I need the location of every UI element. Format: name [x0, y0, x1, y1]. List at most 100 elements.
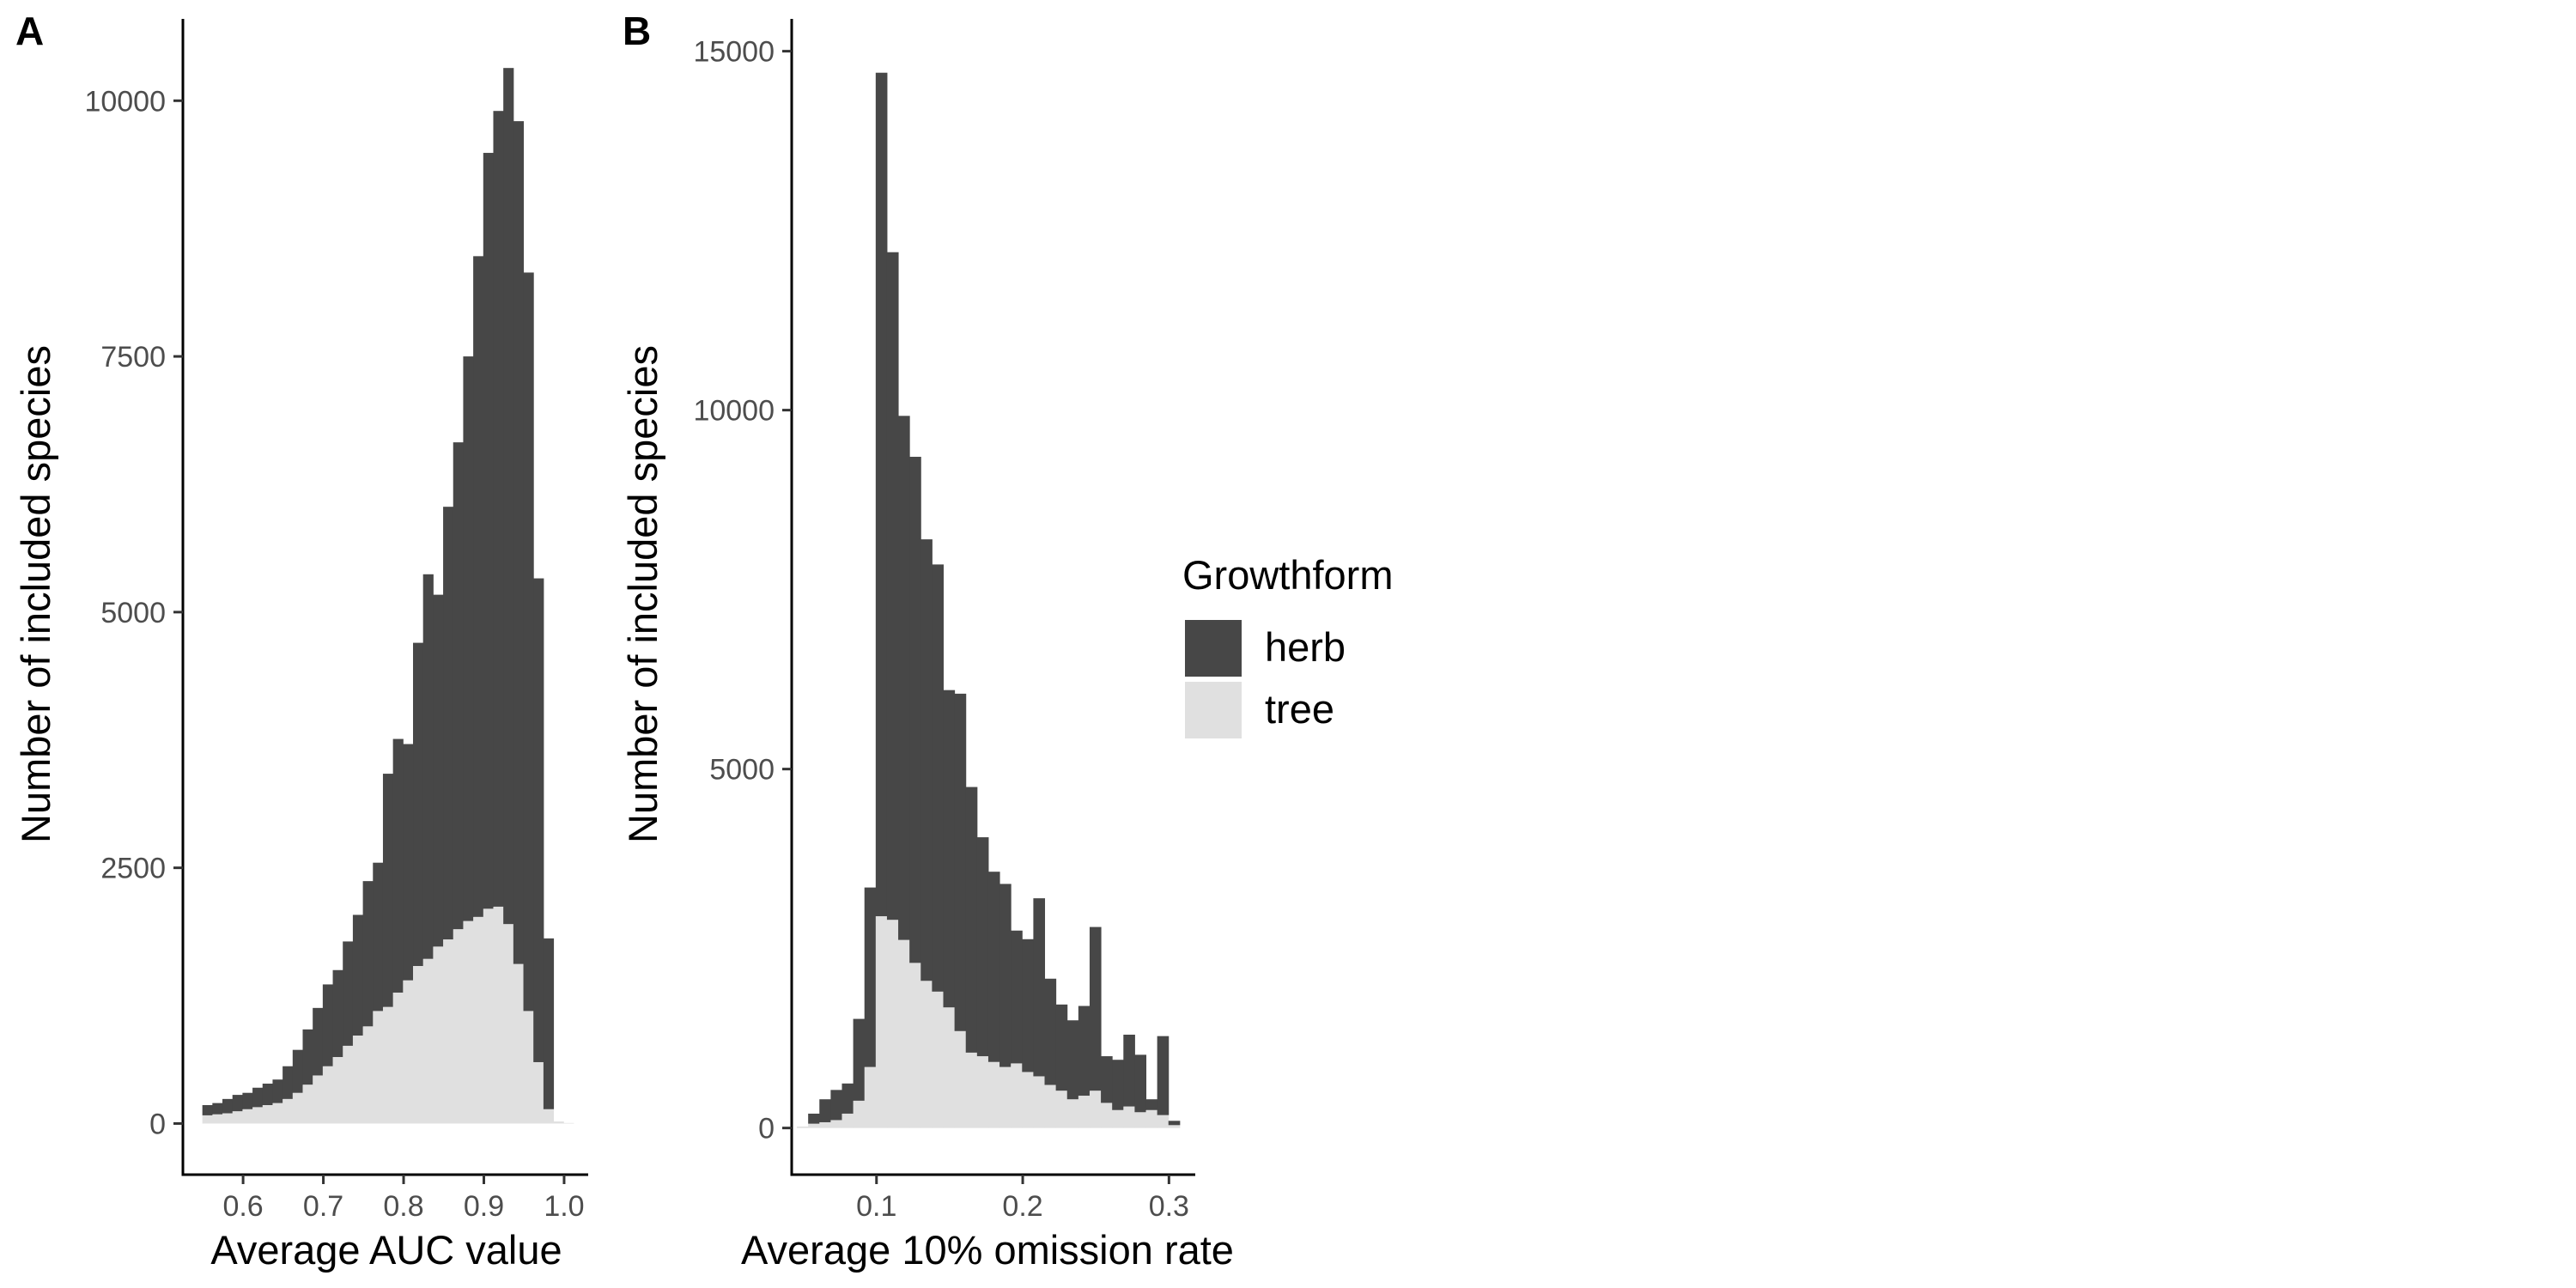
panel-b-bar-herb	[886, 252, 899, 920]
panel-a-bar-herb	[382, 774, 394, 1007]
panel-a-bar-tree	[433, 946, 444, 1124]
panel-b-bar-tree	[976, 1056, 989, 1128]
panel-b-bar-tree	[853, 1100, 866, 1128]
panel-b-bar-tree	[808, 1123, 820, 1128]
panel-b-bar-tree	[1089, 1091, 1102, 1128]
panel-b-bar-herb	[1089, 927, 1102, 1091]
panel-a-x-tick-label: 0.7	[303, 1190, 343, 1223]
panel-a-bar-herb	[463, 356, 474, 921]
panel-b-bar-herb	[943, 690, 956, 1008]
panel-a-bar-herb	[473, 256, 484, 917]
panel-a-bar-tree	[373, 1011, 384, 1124]
panel-a-bar-herb	[373, 862, 384, 1012]
panel-b-bar-tree	[1101, 1103, 1113, 1128]
legend-title: Growthform	[1182, 552, 1394, 598]
panel-b-bar-tree	[999, 1066, 1012, 1128]
panel-a-bar-herb	[543, 938, 555, 1109]
panel-b-x-tick-label: 0.2	[1002, 1190, 1042, 1223]
panel-b-bar-tree	[965, 1052, 978, 1128]
panel-b-bar-herb	[932, 564, 945, 992]
panel-b-bar-tree	[1022, 1072, 1034, 1128]
panel-a-bar-tree	[553, 1121, 564, 1124]
panel-a-bar-tree	[413, 966, 424, 1124]
panel-a-bar-herb	[533, 578, 544, 1062]
panel-b-bar-tree	[987, 1061, 1000, 1128]
panel-a-bar-tree	[283, 1098, 294, 1124]
panel-a-bar-herb	[202, 1105, 213, 1115]
panel-b-bar-tree	[864, 1066, 877, 1128]
panel-b-y-tick-label: 15000	[693, 36, 775, 69]
panel-b-bar-herb	[954, 693, 967, 1031]
panel-b-bar-tree	[1157, 1115, 1170, 1128]
panel-a-bar-tree	[242, 1109, 253, 1124]
panel-a-y-axis-title: Number of included species	[13, 345, 58, 843]
panel-a-bar-tree	[503, 924, 514, 1124]
panel-b-bar-herb	[875, 72, 888, 917]
panel-b-bar-tree	[819, 1121, 831, 1128]
panel-a-bar-tree	[292, 1092, 303, 1124]
panel-a-bar-tree	[493, 906, 504, 1124]
panel-a-x-axis-title: Average AUC value	[210, 1227, 562, 1273]
panel-a-bar-tree	[453, 929, 464, 1124]
panel-a-bar-tree	[443, 939, 454, 1124]
panel-b-bar-herb	[853, 1018, 866, 1101]
panel-b-bar-herb	[1134, 1054, 1147, 1113]
panel-a-bar-herb	[443, 507, 454, 940]
panel-b-bar-herb	[830, 1090, 842, 1121]
panel-a-bar-tree	[343, 1045, 354, 1124]
panel-b-bar-tree	[841, 1113, 854, 1128]
panel-b-bar-tree	[1168, 1125, 1181, 1128]
panel-b-y-tick-label: 5000	[709, 754, 775, 787]
panel-a-bar-herb	[332, 969, 343, 1058]
panel-b-bar-tree	[830, 1120, 842, 1128]
panel-a-bar-tree	[212, 1114, 223, 1124]
panel-b-bar-tree	[898, 939, 910, 1128]
panel-a-y-tick-label: 2500	[100, 853, 166, 885]
panel-b-y-tick-label: 0	[758, 1113, 775, 1145]
panel-a-x-tick-label: 0.8	[383, 1190, 423, 1223]
legend-label-tree: tree	[1265, 686, 1334, 732]
panel-a-bar-herb	[483, 153, 494, 909]
panel-a-bar-herb	[272, 1079, 283, 1103]
panel-a-bar-tree	[352, 1036, 364, 1124]
panel-b-axes: 0 5000 10000 15000 0.1 0.2 0.3	[693, 19, 1195, 1223]
panel-a-bar-herb	[523, 272, 534, 1012]
panel-b-bar-herb	[1112, 1060, 1124, 1110]
panel-b-bar-tree	[909, 963, 921, 1128]
panel-a-bar-herb	[232, 1095, 243, 1112]
panel-b-bar-tree	[1055, 1091, 1068, 1128]
panel-b-bar-tree	[886, 920, 899, 1128]
panel-a-bar-tree	[523, 1011, 534, 1124]
panel-a-bar-herb	[212, 1103, 223, 1115]
panel-a-bar-tree	[382, 1006, 394, 1124]
panel-b-bar-tree	[1011, 1063, 1023, 1128]
legend-key-tree	[1185, 682, 1242, 738]
panel-a-y-tick-label: 7500	[100, 341, 166, 374]
panel-a-bar-tree	[403, 980, 414, 1124]
panel-a-y-tick-label: 10000	[84, 85, 166, 118]
panel-a-bar-tree	[543, 1109, 555, 1124]
panel-a-bar-herb	[362, 881, 374, 1027]
panel-a-bar-herb	[392, 738, 404, 993]
panel-a-bar-herb	[343, 941, 354, 1046]
panel-b-bar-herb	[920, 539, 933, 981]
panel-a-x-tick-label: 0.9	[464, 1190, 504, 1223]
panel-a-bar-tree	[473, 916, 484, 1124]
panel-b-bar-tree	[1066, 1099, 1079, 1128]
panel-a-bar-tree	[272, 1103, 283, 1124]
panel-b-bar-herb	[1066, 1020, 1079, 1100]
panel-b-bar-tree	[1145, 1109, 1158, 1128]
panel-a-bar-herb	[513, 121, 525, 964]
panel-a-bar-tree	[262, 1105, 273, 1124]
panel-a-bar-herb	[302, 1029, 313, 1085]
panel-a-bar-herb	[503, 68, 514, 925]
panel-a-bar-herb	[252, 1087, 264, 1108]
panel-b-bar-tree	[954, 1030, 967, 1128]
panel-a-bar-tree	[332, 1057, 343, 1124]
legend-label-herb: herb	[1265, 624, 1346, 670]
panel-b-bar-herb	[1033, 898, 1046, 1077]
panel-b-x-tick-label: 0.1	[856, 1190, 896, 1223]
panel-a-bar-tree	[313, 1075, 324, 1124]
panel-b-bar-herb	[999, 884, 1012, 1067]
